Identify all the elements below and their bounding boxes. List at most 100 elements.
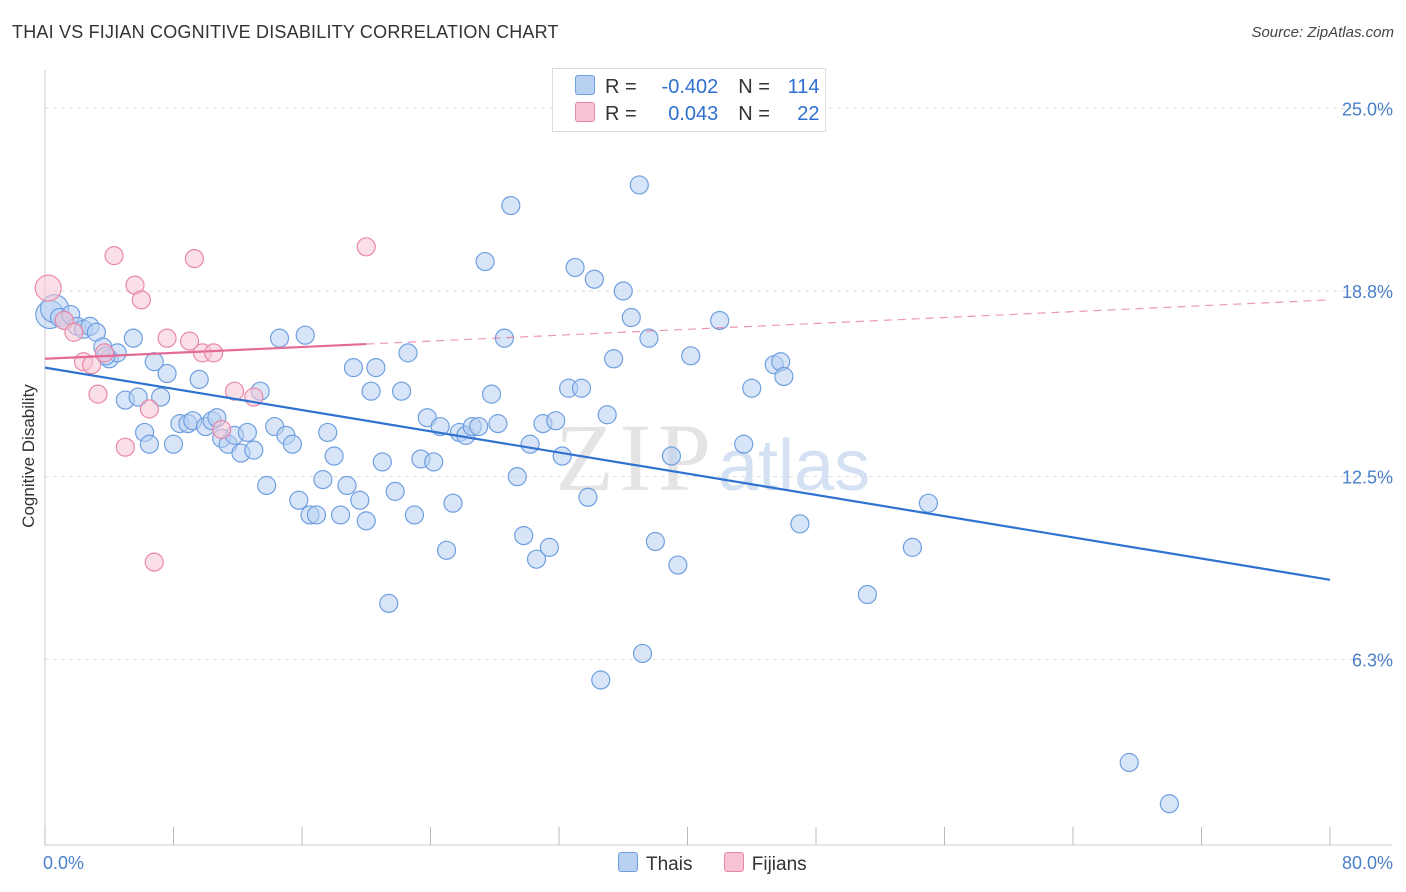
legend-swatch-thais bbox=[618, 852, 638, 872]
data-point bbox=[507, 467, 527, 487]
y-axis-title: Cognitive Disability bbox=[19, 384, 38, 528]
data-point bbox=[189, 369, 209, 390]
trend-lines bbox=[44, 299, 1331, 581]
series-legend: Thais Fijians bbox=[618, 852, 833, 876]
data-point bbox=[330, 505, 351, 525]
legend-label-thais: Thais bbox=[646, 854, 693, 875]
data-point bbox=[571, 378, 592, 398]
data-point bbox=[774, 366, 794, 387]
data-point bbox=[632, 643, 653, 664]
watermark: ZIP atlas bbox=[555, 404, 870, 511]
data-point bbox=[157, 328, 177, 348]
data-point bbox=[514, 525, 534, 546]
legend-n-label: N = bbox=[738, 76, 770, 98]
data-point bbox=[337, 475, 357, 496]
data-point bbox=[64, 322, 84, 342]
legend-swatch-fijians bbox=[575, 102, 595, 122]
data-point bbox=[139, 434, 160, 454]
data-point bbox=[398, 343, 418, 363]
data-point bbox=[742, 378, 762, 398]
legend-n-value: 114 bbox=[787, 76, 820, 98]
tick-labels: 6.3% 12.5% 18.8% 25.0% 0.0% 80.0% bbox=[43, 99, 1393, 873]
x-tick-label: 0.0% bbox=[43, 853, 84, 873]
data-point bbox=[526, 549, 547, 569]
legend-swatch-thais bbox=[575, 75, 595, 95]
legend-n-value: 22 bbox=[797, 103, 820, 125]
data-point bbox=[639, 328, 659, 348]
data-point bbox=[123, 328, 143, 348]
data-point bbox=[379, 593, 399, 613]
data-point bbox=[918, 493, 939, 513]
data-point bbox=[710, 310, 730, 331]
trend-line-fijians-extension bbox=[366, 299, 1331, 345]
data-point bbox=[475, 251, 495, 272]
legend-r-label: R = bbox=[605, 76, 637, 98]
data-point bbox=[289, 490, 309, 510]
data-point bbox=[212, 419, 232, 440]
data-point bbox=[404, 505, 425, 525]
data-point bbox=[668, 555, 688, 575]
data-point bbox=[184, 248, 204, 269]
trend-line-thais bbox=[44, 366, 1331, 581]
stats-legend: R = -0.402 N = 114 R = 0.043 N = 22 bbox=[552, 68, 826, 132]
data-point bbox=[237, 422, 257, 443]
data-point bbox=[565, 257, 585, 278]
data-point bbox=[629, 175, 649, 195]
data-point bbox=[282, 434, 302, 454]
data-point bbox=[613, 281, 633, 301]
data-point bbox=[244, 440, 264, 460]
data-point bbox=[356, 237, 376, 257]
chart-title: THAI VS FIJIAN COGNITIVE DISABILITY CORR… bbox=[12, 22, 559, 42]
data-point bbox=[385, 481, 405, 501]
trend-line-fijians bbox=[44, 342, 367, 360]
y-tick-label: 18.8% bbox=[1342, 282, 1393, 302]
data-point bbox=[546, 411, 566, 431]
data-point bbox=[597, 405, 617, 425]
y-tick-label: 12.5% bbox=[1342, 468, 1393, 488]
data-point bbox=[94, 343, 115, 363]
data-point bbox=[318, 422, 338, 443]
data-point bbox=[350, 490, 370, 510]
data-point bbox=[88, 384, 108, 404]
data-point bbox=[306, 505, 327, 525]
data-point bbox=[436, 540, 457, 560]
data-point bbox=[443, 493, 463, 513]
data-point bbox=[552, 446, 572, 466]
data-point bbox=[163, 434, 184, 454]
legend-row-thais: R = -0.402 N = 114 bbox=[575, 75, 820, 101]
data-point bbox=[257, 475, 277, 496]
data-point bbox=[313, 470, 333, 490]
data-point bbox=[645, 531, 665, 552]
data-point bbox=[661, 446, 682, 466]
data-point bbox=[469, 416, 489, 437]
x-tick-label: 80.0% bbox=[1342, 853, 1393, 873]
legend-item-fijians: Fijians bbox=[723, 852, 807, 876]
data-point bbox=[361, 381, 381, 401]
legend-r-value: -0.402 bbox=[661, 76, 719, 98]
data-point bbox=[488, 414, 508, 434]
data-point bbox=[179, 331, 200, 351]
data-point bbox=[269, 328, 290, 348]
data-point bbox=[157, 363, 177, 384]
data-point bbox=[1159, 794, 1179, 814]
data-point bbox=[734, 434, 754, 454]
data-point bbox=[115, 437, 135, 457]
data-point bbox=[902, 537, 922, 557]
data-point bbox=[481, 384, 502, 404]
data-point bbox=[104, 246, 124, 266]
data-point bbox=[128, 387, 148, 407]
data-point bbox=[391, 381, 412, 401]
legend-label-fijians: Fijians bbox=[751, 854, 807, 875]
data-point bbox=[790, 514, 810, 534]
data-point bbox=[356, 511, 376, 531]
data-point bbox=[343, 358, 363, 378]
legend-row-fijians: R = 0.043 N = 22 bbox=[575, 102, 820, 128]
data-point bbox=[131, 290, 151, 310]
source-credit: Source: ZipAtlas.com bbox=[1251, 24, 1394, 41]
data-point bbox=[324, 446, 344, 466]
data-point bbox=[204, 343, 224, 363]
data-point bbox=[139, 399, 160, 419]
data-point bbox=[591, 670, 611, 690]
data-point bbox=[584, 269, 604, 289]
